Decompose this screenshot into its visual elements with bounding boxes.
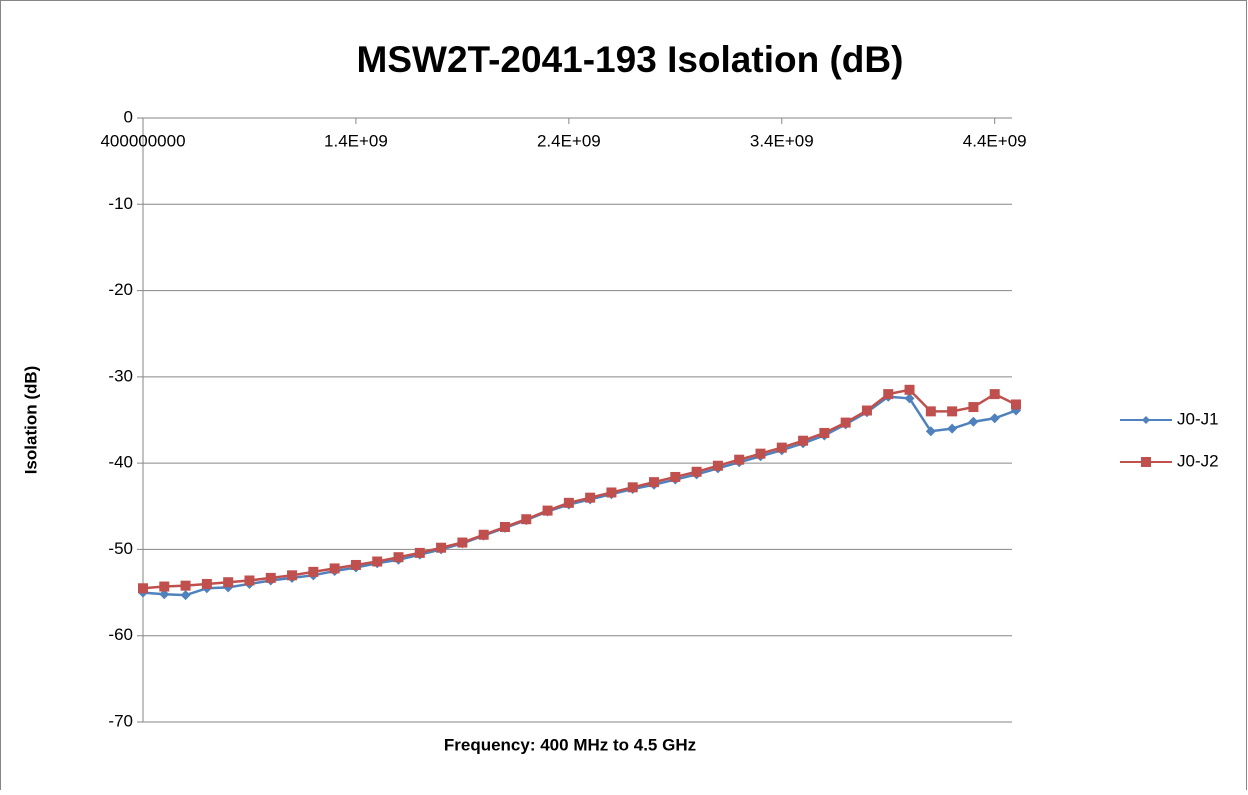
series-marker [947, 423, 958, 434]
series-marker [585, 492, 596, 503]
y-tick-label: -40 [108, 453, 133, 472]
series-marker [223, 577, 234, 588]
series-marker [947, 406, 958, 417]
series-marker [1011, 399, 1021, 410]
x-axis-label: Frequency: 400 MHz to 4.5 GHz [444, 735, 696, 754]
series-marker [138, 583, 148, 594]
series-marker [180, 590, 191, 601]
y-tick-label: -10 [108, 194, 133, 213]
series-marker [159, 581, 170, 592]
series-marker [925, 406, 936, 417]
series-marker [925, 426, 936, 437]
series-marker [819, 427, 830, 438]
x-tick-label: 2.4E+09 [537, 131, 601, 150]
series-marker [159, 589, 170, 600]
series-marker [499, 521, 510, 532]
x-tick-label: 3.4E+09 [750, 131, 814, 150]
chart-title: MSW2T-2041-193 Isolation (dB) [357, 39, 904, 80]
x-tick-label: 1.4E+09 [324, 131, 388, 150]
series-marker [840, 417, 851, 428]
series-marker [457, 537, 468, 548]
series-marker [712, 460, 723, 471]
series-marker [329, 563, 340, 574]
series-marker [350, 559, 361, 570]
series-marker [649, 477, 660, 488]
series-marker [542, 505, 553, 516]
series-marker [287, 570, 298, 581]
series-marker [606, 487, 617, 498]
y-tick-label: -20 [108, 280, 133, 299]
series-marker [989, 413, 1000, 424]
series-marker [904, 384, 915, 395]
y-tick-label: -60 [108, 625, 133, 644]
series-marker [372, 556, 383, 567]
legend-marker [1141, 457, 1151, 467]
series-marker [414, 547, 425, 558]
series-marker [393, 552, 404, 563]
y-tick-label: -30 [108, 366, 133, 385]
series-marker [521, 514, 532, 525]
series-marker [691, 466, 702, 477]
series-marker [670, 471, 681, 482]
series-marker [861, 405, 872, 416]
series-marker [755, 448, 766, 459]
series-marker [798, 435, 809, 446]
x-tick-label: 400000000 [100, 131, 185, 150]
series-marker [308, 566, 319, 577]
legend-label: J0-J1 [1177, 409, 1219, 428]
x-tick-label: 4.4E+09 [963, 131, 1027, 150]
series-marker [201, 578, 212, 589]
series-marker [989, 389, 1000, 400]
series-marker [244, 575, 255, 586]
series-marker [265, 572, 276, 583]
y-tick-label: 0 [124, 107, 133, 126]
series-marker [627, 482, 638, 493]
series-marker [563, 497, 574, 508]
y-tick-label: -70 [108, 711, 133, 730]
y-axis-label: Isolation (dB) [21, 366, 40, 475]
series-marker [968, 416, 979, 427]
series-marker [478, 529, 489, 540]
series-marker [904, 393, 915, 404]
legend-label: J0-J2 [1177, 451, 1219, 470]
series-marker [436, 542, 447, 553]
y-tick-label: -50 [108, 539, 133, 558]
series-marker [968, 402, 979, 413]
legend-marker [1142, 416, 1150, 424]
series-marker [776, 442, 787, 453]
series-marker [180, 580, 191, 591]
series-marker [883, 389, 894, 400]
series-marker [734, 454, 745, 465]
